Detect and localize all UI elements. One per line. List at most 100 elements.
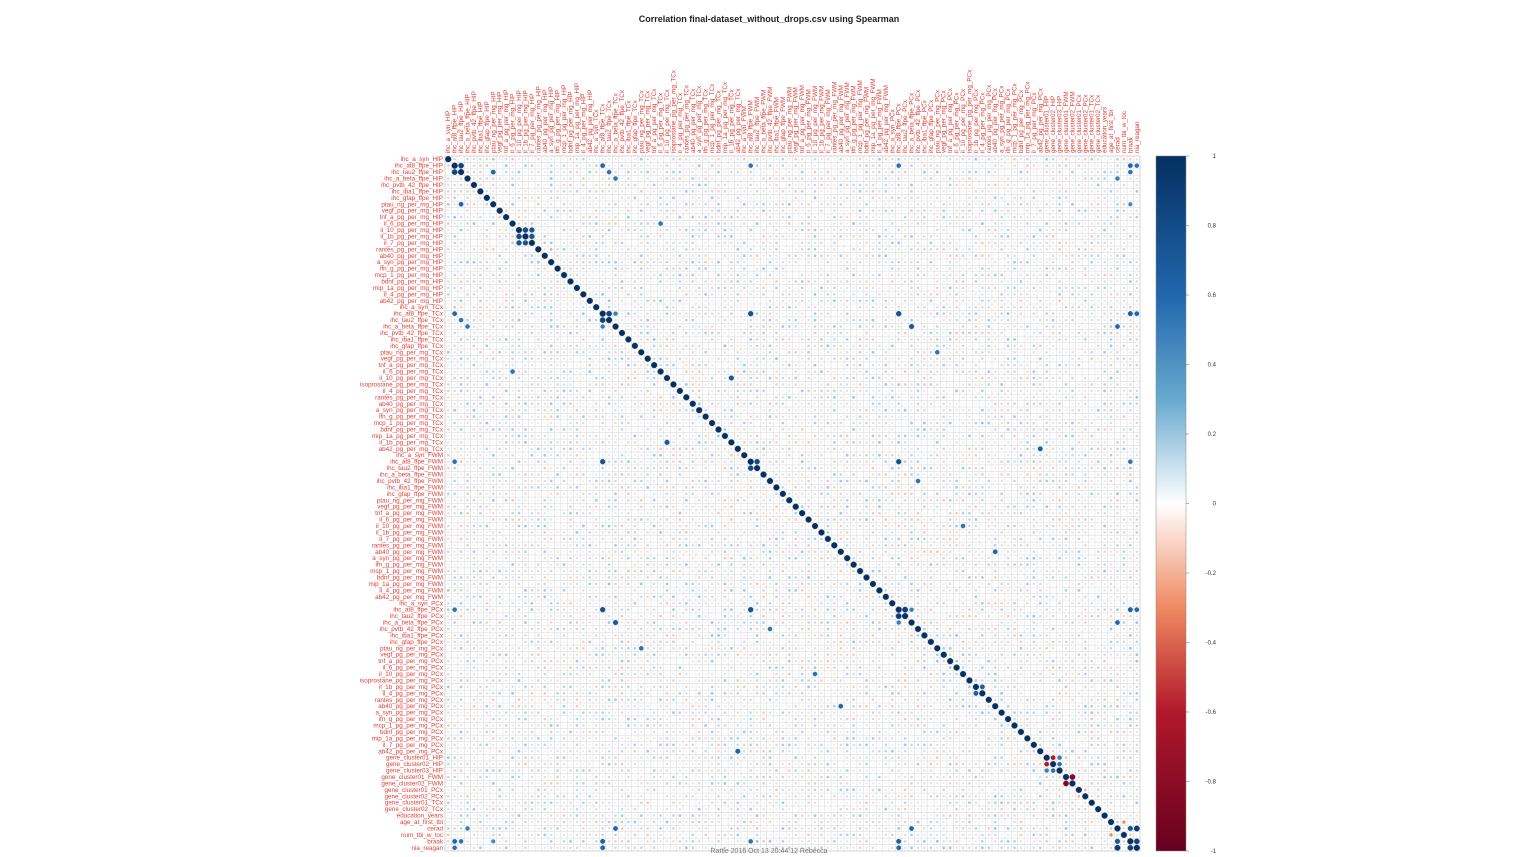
correlation-point — [968, 318, 971, 322]
correlation-point — [659, 216, 662, 218]
correlation-point — [800, 190, 804, 193]
correlation-point — [1001, 203, 1003, 205]
correlation-point — [801, 357, 804, 360]
correlation-point — [1109, 273, 1113, 277]
correlation-point — [994, 171, 997, 174]
correlation-point — [1097, 261, 1100, 264]
correlation-point — [742, 202, 746, 206]
correlation-point — [451, 162, 458, 169]
correlation-point — [968, 326, 970, 328]
correlation-point — [575, 190, 579, 193]
correlation-point — [846, 242, 848, 244]
correlation-point — [1090, 248, 1093, 251]
correlation-point — [730, 260, 733, 264]
correlation-point — [775, 241, 778, 245]
correlation-point — [974, 293, 977, 296]
correlation-point — [717, 273, 720, 277]
correlation-point — [1097, 338, 1100, 341]
correlation-point — [691, 351, 694, 354]
correlation-point — [704, 197, 707, 199]
correlation-point — [639, 222, 643, 225]
correlation-point — [717, 286, 720, 290]
correlation-point — [891, 273, 894, 277]
correlation-point — [859, 402, 861, 405]
correlation-point — [1026, 383, 1029, 386]
correlation-point — [833, 196, 836, 199]
correlation-point — [1115, 176, 1120, 181]
correlation-point — [459, 357, 463, 361]
correlation-point — [1033, 415, 1035, 418]
correlation-point — [453, 305, 457, 309]
correlation-point — [1065, 280, 1067, 283]
correlation-point — [1064, 318, 1068, 322]
correlation-point — [614, 170, 617, 174]
correlation-point — [453, 421, 456, 425]
correlation-point — [647, 210, 649, 212]
correlation-point — [994, 312, 997, 315]
correlation-point — [447, 171, 449, 173]
correlation-point — [543, 274, 546, 276]
correlation-point — [711, 261, 714, 264]
correlation-point — [942, 325, 945, 328]
correlation-point — [968, 403, 970, 405]
correlation-point — [588, 222, 592, 225]
correlation-point — [756, 197, 758, 199]
correlation-point — [1122, 338, 1125, 341]
correlation-point — [858, 350, 862, 354]
correlation-point — [627, 376, 630, 380]
correlation-point — [768, 273, 772, 277]
correlation-point — [646, 396, 649, 399]
correlation-point — [685, 402, 688, 405]
correlation-point — [1020, 319, 1022, 321]
correlation-point — [736, 377, 739, 380]
correlation-point — [601, 376, 605, 380]
correlation-point — [466, 338, 469, 341]
correlation-point — [768, 305, 772, 309]
correlation-point — [652, 370, 656, 373]
correlation-point — [633, 390, 636, 392]
correlation-point — [543, 434, 546, 438]
correlation-point — [743, 312, 745, 315]
correlation-point — [910, 434, 913, 437]
correlation-point — [627, 415, 630, 418]
correlation-point — [672, 293, 674, 295]
correlation-point — [1110, 396, 1113, 399]
correlation-point — [640, 338, 643, 341]
correlation-point — [544, 261, 546, 263]
correlation-point — [839, 344, 842, 347]
correlation-point — [1084, 345, 1087, 347]
correlation-point — [576, 415, 578, 418]
correlation-point — [550, 223, 552, 225]
correlation-point — [672, 165, 674, 167]
correlation-point — [563, 216, 565, 218]
correlation-point — [499, 197, 501, 199]
correlation-point — [646, 248, 649, 251]
correlation-point — [576, 184, 578, 186]
correlation-point — [537, 158, 540, 161]
correlation-point — [916, 273, 920, 277]
correlation-point — [1135, 280, 1138, 283]
correlation-point — [504, 415, 508, 419]
correlation-point — [524, 408, 527, 412]
correlation-point — [737, 203, 739, 205]
correlation-point — [1007, 242, 1009, 244]
correlation-point — [537, 293, 540, 296]
correlation-point — [505, 383, 507, 386]
correlation-point — [646, 331, 650, 335]
correlation-point — [685, 293, 688, 296]
correlation-point — [549, 312, 553, 315]
correlation-point — [1096, 286, 1100, 290]
correlation-point — [704, 158, 707, 161]
correlation-point — [479, 332, 482, 334]
correlation-point — [588, 196, 591, 199]
correlation-point — [826, 434, 830, 438]
correlation-point — [717, 202, 720, 206]
correlation-point — [569, 261, 572, 264]
correlation-point — [704, 267, 708, 270]
correlation-point — [1103, 267, 1106, 270]
correlation-point — [974, 376, 978, 380]
correlation-point — [447, 319, 450, 321]
correlation-point — [594, 408, 598, 412]
correlation-point — [1084, 358, 1086, 360]
correlation-point — [755, 396, 759, 399]
